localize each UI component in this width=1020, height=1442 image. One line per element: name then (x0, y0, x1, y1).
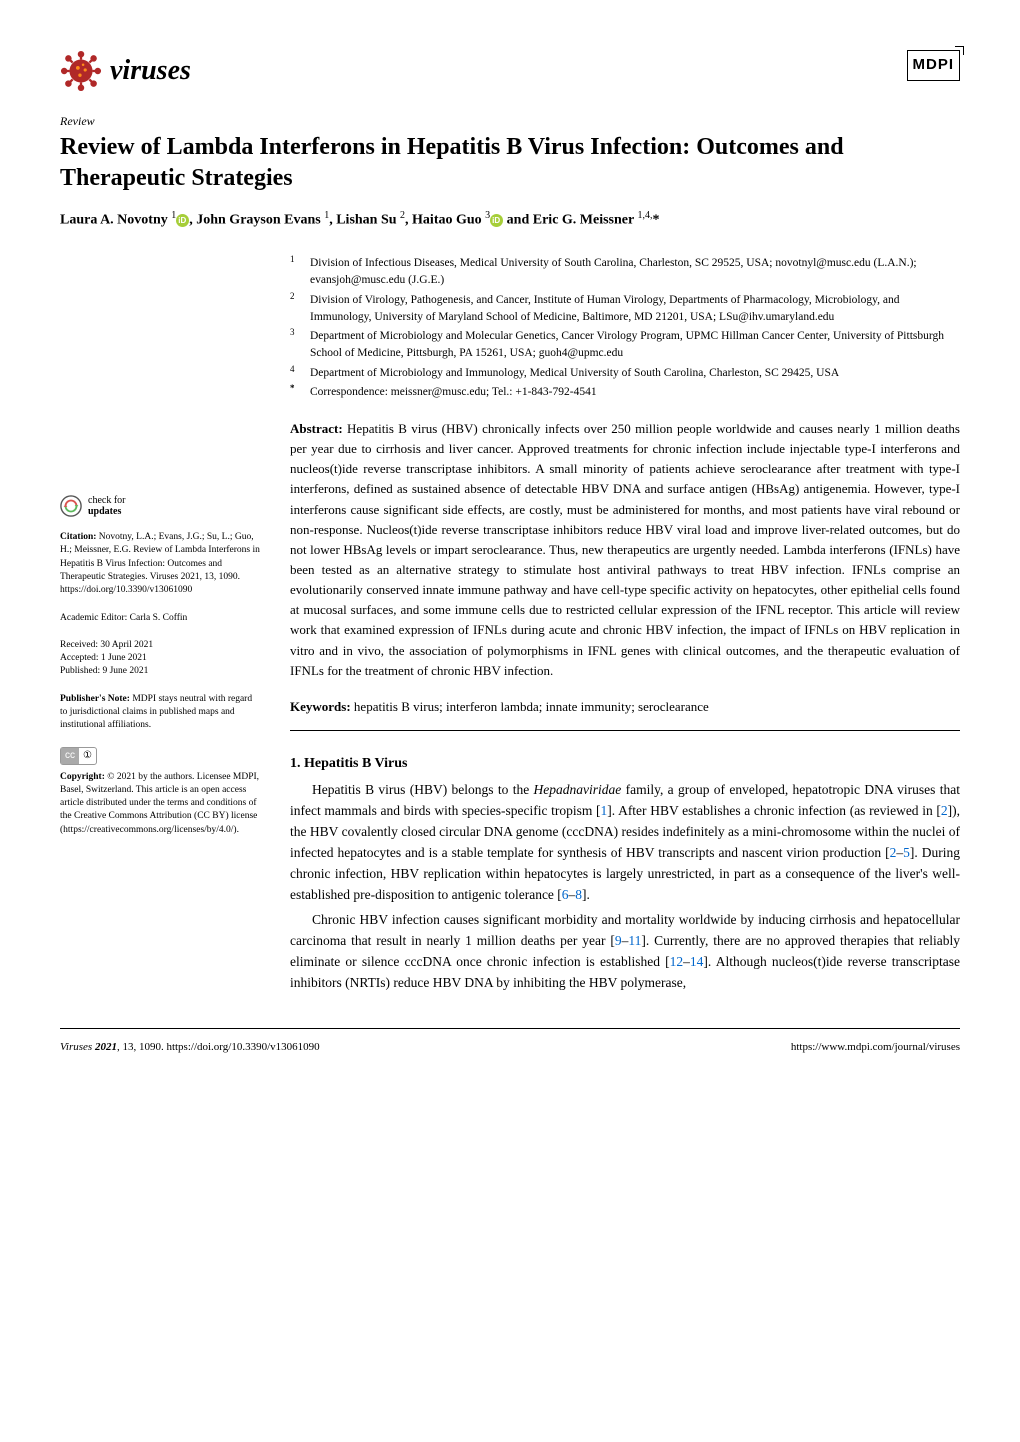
abstract: Abstract: Hepatitis B virus (HBV) chroni… (290, 419, 960, 681)
pubnote-label: Publisher's Note: (60, 694, 130, 704)
keywords-text: hepatitis B virus; interferon lambda; in… (351, 699, 709, 714)
main-column: 1Division of Infectious Diseases, Medica… (290, 255, 960, 998)
ref-link-5[interactable]: 5 (903, 845, 910, 860)
ref-link-9[interactable]: 9 (615, 933, 622, 948)
header: viruses MDPI (60, 50, 960, 92)
author-4: Haitao Guo (412, 213, 482, 228)
author-2: John Grayson Evans (196, 213, 320, 228)
journal-name: viruses (110, 50, 191, 92)
received-date: Received: 30 April 2021 (60, 639, 260, 652)
section-1-para-1: Hepatitis B virus (HBV) belongs to the H… (290, 780, 960, 906)
orcid-icon (490, 214, 503, 227)
authors-line: Laura A. Novotny 1, John Grayson Evans 1… (60, 208, 960, 231)
mdpi-logo: MDPI (907, 50, 961, 81)
footer-citation: Viruses 2021, 13, 1090. https://doi.org/… (60, 1039, 320, 1056)
abstract-text: Hepatitis B virus (HBV) chronically infe… (290, 421, 960, 678)
affiliation-2: Division of Virology, Pathogenesis, and … (310, 292, 960, 327)
publisher-note-block: Publisher's Note: MDPI stays neutral wit… (60, 693, 260, 733)
author-3: Lishan Su (336, 213, 396, 228)
dates-block: Received: 30 April 2021 Accepted: 1 June… (60, 639, 260, 679)
check-updates-icon (60, 495, 82, 517)
keywords-label: Keywords: (290, 699, 351, 714)
journal-logo-block: viruses (60, 50, 191, 92)
accepted-date: Accepted: 1 June 2021 (60, 652, 260, 665)
article-type: Review (60, 112, 960, 130)
citation-label: Citation: (60, 532, 96, 542)
correspondence: Correspondence: meissner@musc.edu; Tel.:… (310, 384, 960, 401)
affiliation-3: Department of Microbiology and Molecular… (310, 328, 960, 363)
cc-license-badge: cc ① (60, 747, 260, 765)
affiliation-4: Department of Microbiology and Immunolog… (310, 365, 960, 382)
section-1-heading: 1. Hepatitis B Virus (290, 753, 960, 774)
citation-block: Citation: Novotny, L.A.; Evans, J.G.; Su… (60, 531, 260, 597)
author-5: Eric G. Meissner (533, 213, 634, 228)
cc-icon: cc (61, 748, 79, 764)
article-title: Review of Lambda Interferons in Hepatiti… (60, 132, 960, 194)
copyright-block: Copyright: © 2021 by the authors. Licens… (60, 771, 260, 837)
orcid-icon (176, 214, 189, 227)
ref-link-6[interactable]: 6 (562, 887, 569, 902)
abstract-label: Abstract: (290, 421, 343, 436)
ref-link-12[interactable]: 12 (670, 954, 684, 969)
virus-icon (60, 50, 102, 92)
by-icon: ① (79, 748, 96, 764)
section-divider (290, 730, 960, 731)
affiliation-1: Division of Infectious Diseases, Medical… (310, 255, 960, 290)
editor-block: Academic Editor: Carla S. Coffin (60, 612, 260, 625)
footer-url[interactable]: https://www.mdpi.com/journal/viruses (791, 1039, 960, 1056)
ref-link-11[interactable]: 11 (628, 933, 641, 948)
ref-link-2[interactable]: 2 (941, 803, 948, 818)
editor-name: Carla S. Coffin (130, 613, 188, 623)
sidebar: check for updates Citation: Novotny, L.A… (60, 255, 260, 998)
affiliations: 1Division of Infectious Diseases, Medica… (290, 255, 960, 401)
section-1-para-2: Chronic HBV infection causes significant… (290, 910, 960, 994)
page-footer: Viruses 2021, 13, 1090. https://doi.org/… (60, 1028, 960, 1056)
editor-label: Academic Editor: (60, 613, 130, 623)
check-updates[interactable]: check for updates (60, 495, 260, 517)
check-updates-label: check for updates (88, 495, 125, 517)
ref-link-14[interactable]: 14 (690, 954, 704, 969)
keywords: Keywords: hepatitis B virus; interferon … (290, 697, 960, 717)
copyright-label: Copyright: (60, 772, 105, 782)
published-date: Published: 9 June 2021 (60, 665, 260, 678)
author-1: Laura A. Novotny (60, 213, 168, 228)
